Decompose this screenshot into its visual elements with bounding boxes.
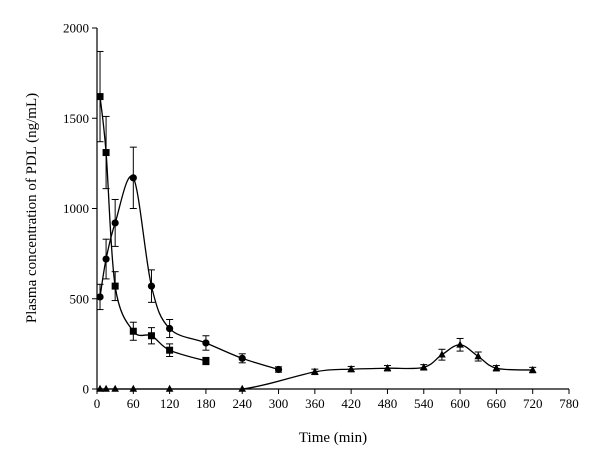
data-point-circle (102, 255, 110, 263)
data-point-triangle (129, 384, 138, 392)
y-axis-title: Plasma concentration of PDL (ng/mL) (24, 93, 40, 323)
y-tick-label: 2000 (63, 21, 89, 36)
series-circle (96, 146, 283, 374)
x-tick-label: 360 (305, 396, 325, 411)
data-point-triangle (474, 352, 483, 360)
x-tick-label: 540 (414, 396, 434, 411)
data-point-circle (166, 324, 174, 333)
data-point-square (111, 282, 119, 290)
data-point-square (202, 357, 210, 365)
x-tick-label: 60 (127, 396, 140, 411)
x-axis-title: Time (min) (299, 430, 367, 446)
y-tick-label: 0 (83, 382, 90, 397)
series-layer (96, 50, 537, 392)
data-point-square (102, 149, 110, 157)
data-point-triangle (165, 384, 174, 392)
data-point-triangle (528, 365, 537, 373)
data-point-triangle (111, 384, 119, 392)
series-line (99, 96, 207, 362)
x-tick-label: 240 (232, 396, 252, 411)
data-point-circle (96, 293, 104, 301)
data-point-square (96, 93, 104, 101)
x-tick-label: 300 (269, 396, 289, 411)
data-point-circle (129, 174, 137, 182)
data-point-square (129, 327, 137, 335)
plot-area: 0 500 1000 1500 2000 0 60 120 180 240 300 360 420 48… (63, 21, 579, 412)
series-line (100, 344, 533, 390)
y-tick-label: 500 (70, 291, 90, 306)
x-tick-label: 180 (196, 396, 216, 411)
x-tick-label: 420 (341, 396, 361, 411)
series-line (99, 175, 279, 371)
x-tick-label: 600 (450, 396, 470, 411)
data-point-triangle (347, 364, 355, 372)
data-point-circle (111, 219, 119, 227)
data-point-triangle (419, 363, 428, 371)
data-point-triangle (438, 350, 446, 358)
y-axis-ticks: 0 500 1000 1500 2000 (63, 21, 97, 397)
data-point-triangle (102, 384, 110, 392)
data-point-square (166, 346, 174, 354)
data-point-triangle (311, 367, 319, 375)
x-axis-ticks: 0 60 120 180 240 300 360 420 480 540 600 660 720 780 (94, 389, 579, 411)
data-point-circle (238, 354, 246, 362)
data-point-circle (202, 339, 210, 347)
data-point-circle (274, 365, 283, 374)
x-tick-label: 780 (559, 396, 579, 411)
x-tick-label: 120 (160, 396, 180, 411)
x-tick-label: 660 (487, 396, 507, 411)
data-point-circle (147, 282, 156, 290)
y-tick-label: 1000 (63, 201, 89, 216)
data-point-triangle (456, 340, 464, 348)
data-point-triangle (96, 384, 104, 392)
data-point-triangle (238, 384, 247, 392)
series-square (96, 50, 210, 366)
series-triangle (96, 337, 537, 392)
x-tick-label: 720 (523, 396, 543, 411)
data-point-square (147, 332, 155, 340)
data-point-triangle (383, 364, 392, 372)
x-tick-label: 480 (378, 396, 398, 411)
data-point-triangle (492, 364, 501, 372)
x-tick-label: 0 (94, 396, 101, 411)
y-tick-label: 1500 (63, 111, 89, 126)
